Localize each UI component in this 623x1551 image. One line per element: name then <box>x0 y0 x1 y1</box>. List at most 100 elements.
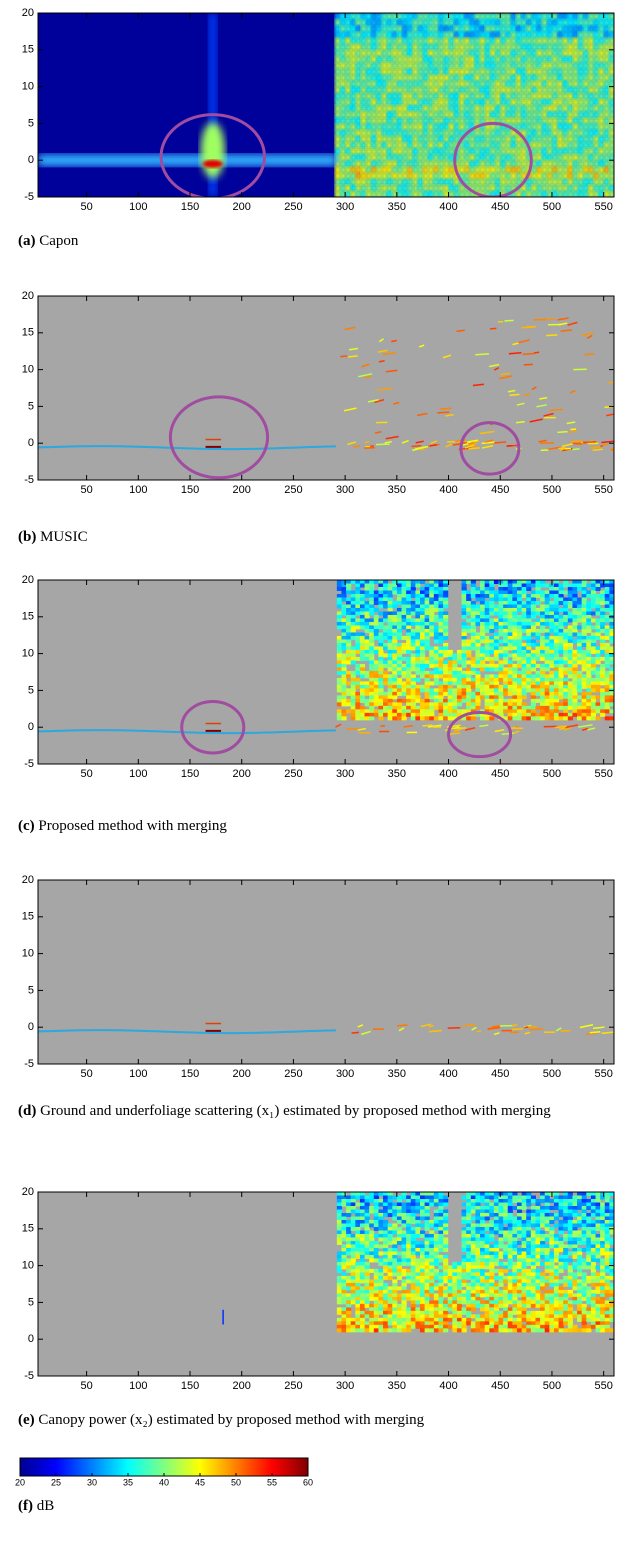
heat-cell <box>386 184 393 192</box>
heat-cell <box>433 677 439 682</box>
heat-cell <box>464 19 471 27</box>
heat-cell <box>540 649 546 654</box>
heat-cell <box>364 580 370 584</box>
heat-cell <box>355 1237 361 1242</box>
heat-cell <box>464 74 471 82</box>
heat-cell <box>401 590 407 595</box>
heat-cell <box>378 635 384 640</box>
heat-cell <box>369 705 375 710</box>
heat-cell <box>378 695 384 700</box>
heat-cell <box>520 19 528 27</box>
heat-cell <box>498 688 504 693</box>
heat-cell <box>406 1202 412 1207</box>
heat-cell <box>424 586 430 591</box>
heat-cell <box>495 31 502 39</box>
heat-cell <box>526 129 533 137</box>
heat-cell <box>553 604 560 609</box>
heat-cell <box>484 172 491 180</box>
heat-cell <box>479 117 486 125</box>
heat-cell <box>420 1300 426 1305</box>
heat-cell <box>383 1261 389 1266</box>
heat-cell <box>438 688 444 693</box>
heat-cell <box>558 712 564 717</box>
heat-cell <box>590 663 597 668</box>
heat-cell <box>479 43 486 51</box>
heat-cell <box>373 1296 379 1301</box>
y-tick-label: 0 <box>28 1021 34 1033</box>
heat-cell <box>469 184 476 192</box>
heat-cell <box>526 642 532 647</box>
heat-cell <box>498 677 504 682</box>
heat-cell <box>364 604 370 609</box>
heat-cell <box>345 98 352 106</box>
heat-cell <box>443 642 449 647</box>
heat-cell <box>549 646 555 651</box>
heat-cell <box>526 670 532 675</box>
heat-cell <box>517 663 523 668</box>
heat-cell <box>427 49 435 57</box>
heat-cell <box>581 663 587 668</box>
heat-cell <box>401 670 407 675</box>
heat-cell <box>336 663 342 668</box>
heat-cell <box>512 691 518 696</box>
heat-cell <box>595 635 601 640</box>
heat-cell <box>469 160 476 168</box>
heat-cell <box>438 625 444 630</box>
heat-cell <box>433 25 440 33</box>
heat-cell <box>376 92 383 100</box>
heat-cell <box>609 670 614 675</box>
heat-cell <box>600 695 606 700</box>
heat-cell <box>417 105 424 113</box>
heat-cell <box>464 141 471 149</box>
heat-cell <box>549 621 555 626</box>
heat-cell <box>549 695 555 700</box>
heat-cell <box>474 31 481 39</box>
heat-cell <box>530 663 536 668</box>
heat-cell <box>489 19 497 27</box>
heat-cell <box>562 98 569 106</box>
x-tick-label: 250 <box>284 201 302 213</box>
heat-cell <box>590 684 597 689</box>
heat-cell <box>365 166 372 174</box>
heat-cell <box>392 614 398 619</box>
heat-cell <box>373 1303 379 1308</box>
heat-cell <box>359 698 366 703</box>
y-tick-label: 15 <box>22 327 34 339</box>
heat-cell <box>581 681 587 686</box>
heat-cell <box>369 1254 375 1259</box>
heat-cell <box>520 190 528 197</box>
heat-cell <box>350 695 356 700</box>
heat-cell <box>453 129 460 137</box>
heat-cell <box>402 105 409 113</box>
heat-cell <box>359 1286 366 1291</box>
heat-cell <box>498 614 504 619</box>
heat-cell <box>378 1279 384 1284</box>
heat-cell <box>378 709 384 714</box>
heat-cell <box>433 604 439 609</box>
heat-cell <box>433 632 439 637</box>
heat-cell <box>572 43 579 51</box>
heat-cell <box>364 1296 370 1301</box>
heat-cell <box>376 31 383 39</box>
heat-cell <box>470 604 476 609</box>
heat-cell <box>549 635 555 640</box>
trace <box>382 352 397 356</box>
heat-cell <box>517 621 523 626</box>
heat-cell <box>541 86 548 94</box>
heat-cell <box>470 593 476 598</box>
heat-cell <box>350 674 356 679</box>
heat-cell <box>558 621 564 626</box>
heat-cell <box>336 698 342 703</box>
heat-cell <box>412 49 419 57</box>
heat-cell <box>334 117 341 125</box>
heat-cell <box>581 600 587 605</box>
heat-cell <box>339 62 347 70</box>
heat-cell <box>577 586 583 591</box>
heat-cell <box>369 1289 375 1294</box>
heat-cell <box>346 628 352 633</box>
heat-cell <box>582 172 590 180</box>
trace <box>415 440 424 444</box>
heat-cell <box>422 166 429 174</box>
heat-cell <box>401 586 407 591</box>
heat-cell <box>364 1237 370 1242</box>
